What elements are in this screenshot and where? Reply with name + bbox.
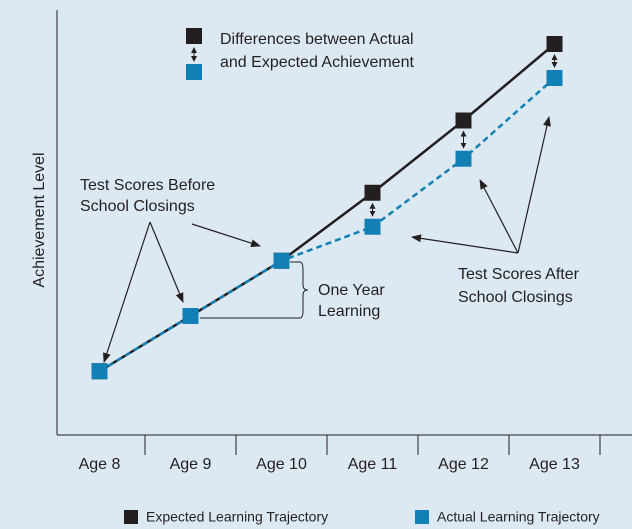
annotation: School Closings bbox=[80, 198, 195, 215]
arrow bbox=[411, 234, 519, 254]
marker bbox=[455, 150, 472, 167]
arrow bbox=[149, 221, 184, 303]
annotation: Learning bbox=[318, 303, 380, 320]
marker bbox=[546, 36, 563, 52]
axes: Age 8 Age 9 Age 10 Age 11 Age 12 Age 13 bbox=[56, 10, 632, 473]
key-actual-marker bbox=[186, 64, 202, 80]
annotation: One Year bbox=[318, 282, 385, 299]
x-tick-label: Age 9 bbox=[170, 456, 212, 473]
legend-swatch bbox=[124, 510, 138, 524]
legend-label: Expected Learning Trajectory bbox=[146, 509, 328, 525]
arrow bbox=[103, 221, 151, 363]
legend-label: Actual Learning Trajectory bbox=[437, 509, 600, 525]
legend-swatch bbox=[415, 510, 429, 524]
marker bbox=[273, 252, 290, 269]
marker bbox=[182, 308, 199, 324]
key-expected-marker bbox=[186, 28, 202, 44]
annotation: School Closings bbox=[458, 289, 573, 306]
x-tick-label: Age 13 bbox=[529, 456, 580, 473]
annotation: Test Scores After bbox=[458, 266, 580, 283]
marker bbox=[364, 218, 381, 235]
arrow bbox=[479, 179, 519, 254]
key-text: and Expected Achievement bbox=[220, 54, 414, 71]
arrow bbox=[517, 116, 551, 254]
key-text: Differences between Actual bbox=[220, 31, 414, 48]
x-tick-label: Age 11 bbox=[348, 456, 398, 473]
series-line bbox=[98, 77, 556, 373]
x-tick-label: Age 8 bbox=[79, 456, 121, 473]
marker bbox=[455, 112, 472, 129]
annotation: Test Scores Before bbox=[80, 177, 215, 194]
brace bbox=[200, 261, 309, 319]
marker bbox=[546, 70, 563, 86]
series-line bbox=[98, 43, 556, 373]
marker bbox=[91, 363, 108, 380]
x-tick-label: Age 12 bbox=[438, 456, 489, 473]
marker bbox=[364, 184, 381, 201]
y-axis-label: Achievement Level bbox=[31, 152, 48, 287]
x-tick-label: Age 10 bbox=[256, 456, 307, 473]
arrow bbox=[191, 223, 261, 248]
plot bbox=[91, 36, 563, 380]
